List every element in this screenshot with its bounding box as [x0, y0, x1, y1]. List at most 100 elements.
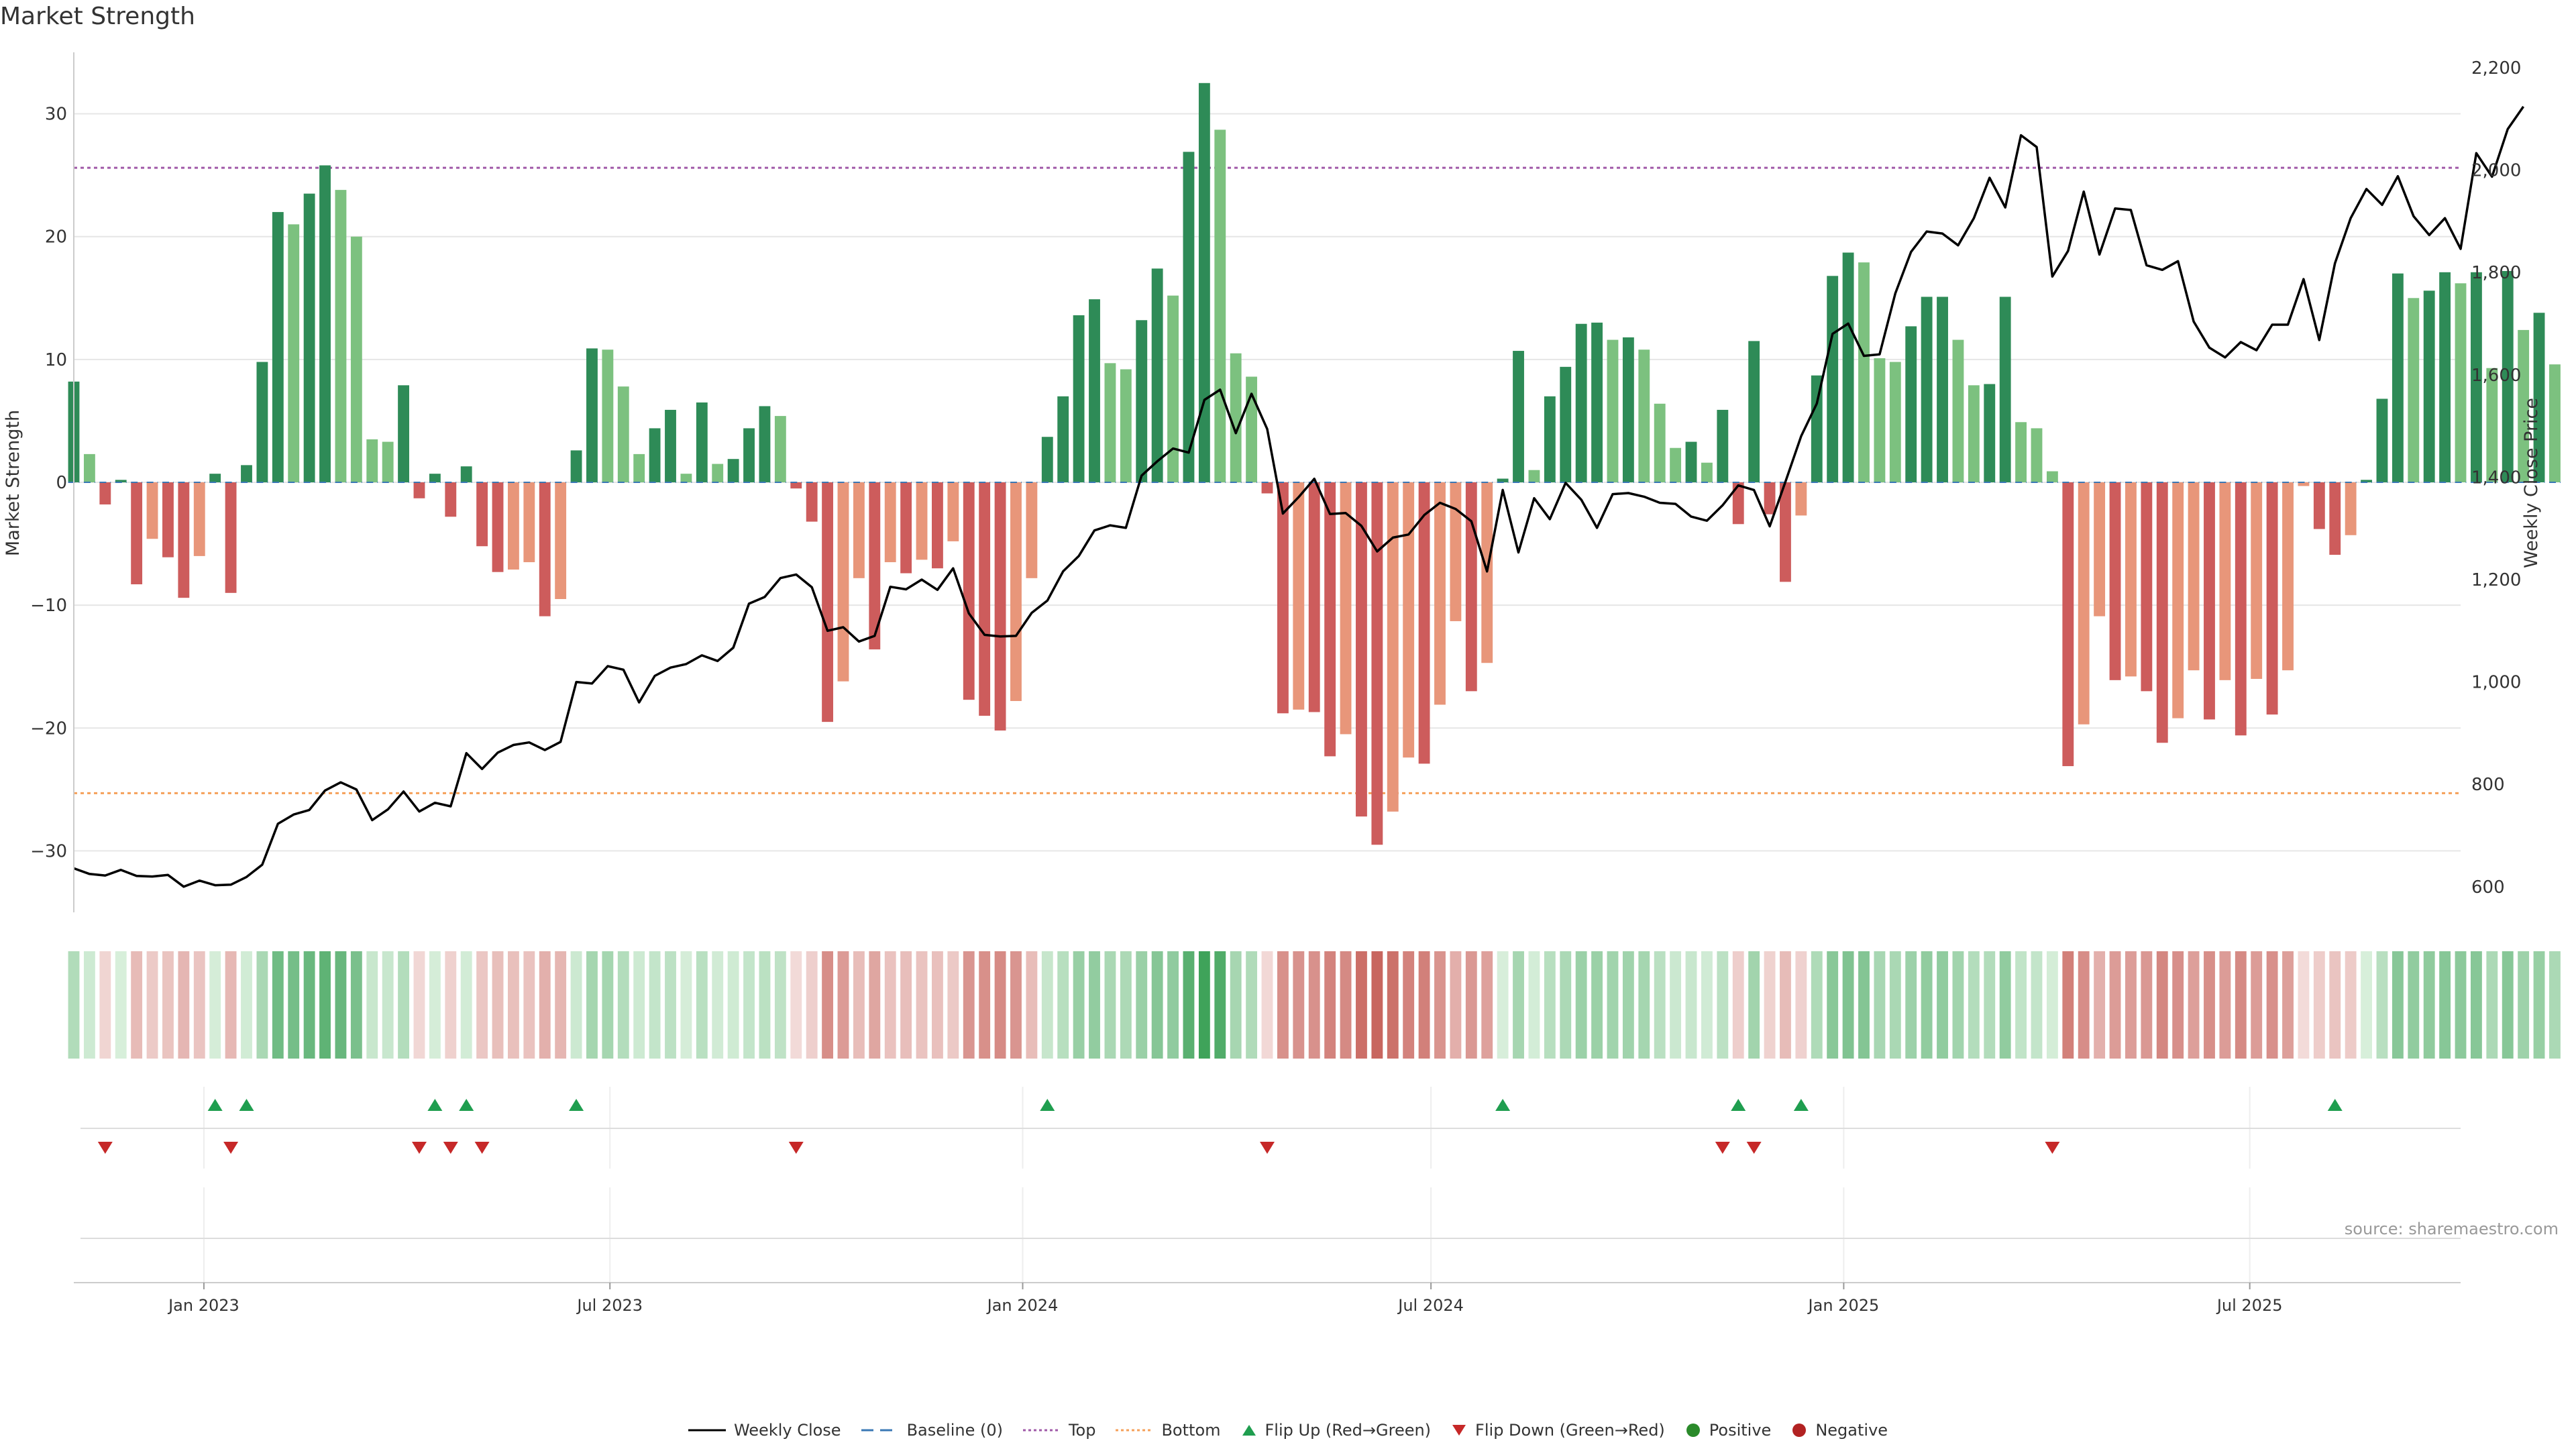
- strength-bars: [68, 83, 2561, 845]
- strength-bar: [1104, 363, 1116, 482]
- strength-bar: [837, 482, 849, 682]
- heat-cell: [1387, 951, 1399, 1059]
- heat-cell: [225, 951, 237, 1059]
- heat-cell: [2345, 951, 2357, 1059]
- strength-bar: [806, 482, 818, 522]
- heat-cell: [1356, 951, 1367, 1059]
- strength-bar: [869, 482, 881, 650]
- heat-cell: [884, 951, 896, 1059]
- strength-bar: [2015, 422, 2027, 482]
- legend-label: Flip Up (Red→Green): [1265, 1421, 1432, 1440]
- heat-cell: [1937, 951, 1948, 1059]
- strength-bar: [1308, 482, 1320, 712]
- flip-up-marker: [1793, 1099, 1809, 1111]
- strength-bar: [1811, 375, 1823, 482]
- heat-cell: [131, 951, 143, 1059]
- right-tick-label: 2,200: [2471, 58, 2521, 78]
- heat-cell: [2078, 951, 2090, 1059]
- right-tick-label: 2,000: [2471, 161, 2521, 181]
- strength-bar: [1089, 299, 1100, 482]
- heat-cell: [1670, 951, 1682, 1059]
- heat-cell: [2204, 951, 2215, 1059]
- heat-cell: [2015, 951, 2027, 1059]
- strength-bar: [492, 482, 504, 572]
- heat-cell: [1246, 951, 1258, 1059]
- strength-bar: [2031, 428, 2043, 482]
- heat-cell: [382, 951, 394, 1059]
- strength-bar: [2109, 482, 2121, 680]
- heat-cell: [1104, 951, 1116, 1059]
- heat-cell: [2125, 951, 2137, 1059]
- heat-cell: [916, 951, 928, 1059]
- heat-cell: [2266, 951, 2278, 1059]
- left-tick-label: 0: [56, 473, 67, 493]
- heat-cell: [633, 951, 645, 1059]
- strength-bar: [2141, 482, 2153, 692]
- heat-cell: [2408, 951, 2420, 1059]
- strength-bar: [2486, 368, 2498, 482]
- heat-cell: [146, 951, 158, 1059]
- flip-down-marker: [97, 1142, 113, 1154]
- strength-bar: [2518, 329, 2530, 482]
- heat-cell: [1293, 951, 1305, 1059]
- strength-bar: [994, 482, 1006, 731]
- heat-cell: [1450, 951, 1462, 1059]
- strength-bar: [507, 482, 519, 570]
- strength-bar: [1670, 447, 1682, 482]
- strength-bar: [1057, 396, 1069, 482]
- strength-bar: [2408, 298, 2420, 482]
- strength-bar: [523, 482, 535, 563]
- weekly-close-line: [73, 105, 2525, 888]
- strength-bar: [2313, 482, 2325, 529]
- heat-cell: [1308, 951, 1320, 1059]
- strength-bar: [2298, 482, 2310, 486]
- x-tick-label: Jan 2025: [1807, 1296, 1880, 1315]
- heat-cell: [2235, 951, 2247, 1059]
- strength-bar: [225, 482, 237, 593]
- strength-bar: [2392, 273, 2404, 482]
- flip-down-marker: [474, 1142, 490, 1154]
- strength-bar: [272, 212, 284, 482]
- strength-bar: [1120, 369, 1132, 482]
- heat-cell: [241, 951, 252, 1059]
- x-tick-label: Jul 2023: [576, 1296, 643, 1315]
- heat-cell: [209, 951, 221, 1059]
- heat-cell: [712, 951, 724, 1059]
- heat-cell: [2188, 951, 2200, 1059]
- heat-cell: [853, 951, 865, 1059]
- heat-cell: [2533, 951, 2545, 1059]
- legend-item-weekly-close: Weekly Close: [688, 1421, 841, 1440]
- heat-cell: [586, 951, 598, 1059]
- strength-bar: [696, 402, 708, 482]
- strength-bar: [774, 416, 786, 482]
- strength-bar: [1198, 83, 1210, 483]
- heat-cell: [2298, 951, 2310, 1059]
- strength-bar: [1638, 350, 1650, 482]
- heat-cell: [555, 951, 567, 1059]
- strength-bar: [241, 465, 252, 482]
- strength-bar: [2188, 482, 2200, 671]
- strength-bar: [1732, 482, 1744, 525]
- heat-cell: [2329, 951, 2341, 1059]
- heat-cell: [2031, 951, 2043, 1059]
- heat-cell: [932, 951, 943, 1059]
- weekly-close-series: [73, 105, 2525, 888]
- chart-title: Market Strength: [0, 3, 195, 30]
- strength-bar: [131, 482, 143, 585]
- heat-cell: [1858, 951, 1870, 1059]
- strength-bar: [1481, 482, 1493, 663]
- heat-cell: [1685, 951, 1697, 1059]
- strength-bar: [303, 193, 315, 482]
- strength-bar: [2046, 471, 2058, 482]
- heat-cell: [1544, 951, 1556, 1059]
- heat-cell: [2376, 951, 2388, 1059]
- strength-heat-strip: [68, 951, 2561, 1059]
- strength-bar: [476, 482, 488, 547]
- strength-bar: [350, 236, 362, 482]
- strength-bar: [1748, 341, 1760, 482]
- strength-bar: [2376, 398, 2388, 482]
- strength-bar: [2204, 482, 2215, 720]
- heat-cell: [774, 951, 786, 1059]
- heat-cell: [2282, 951, 2294, 1059]
